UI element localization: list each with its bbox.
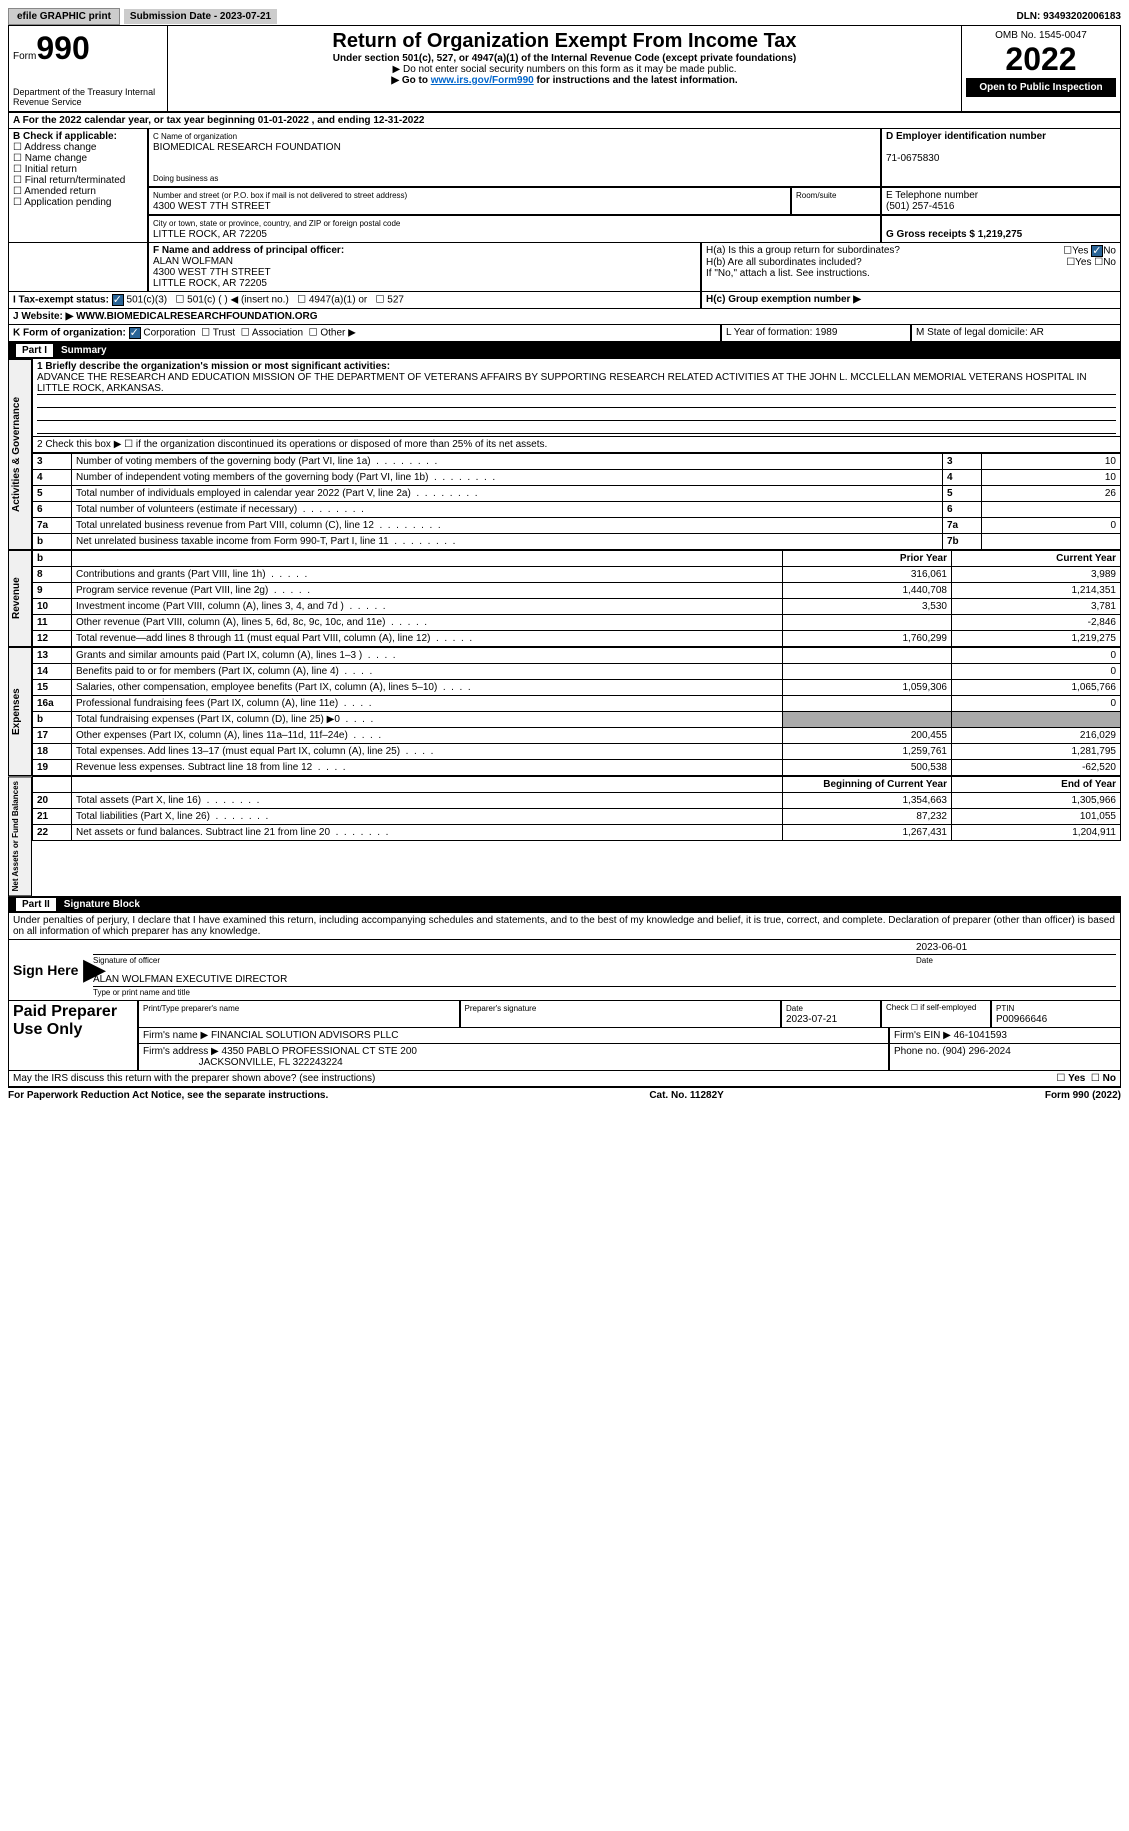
officer-street: 4300 WEST 7TH STREET — [153, 267, 271, 278]
firm-name: FINANCIAL SOLUTION ADVISORS PLLC — [211, 1030, 398, 1041]
box-b-label: B Check if applicable: — [13, 131, 117, 142]
dept-label: Department of the Treasury Internal Reve… — [13, 87, 163, 107]
vlabel-netassets: Net Assets or Fund Balances — [8, 776, 32, 896]
street-value: 4300 WEST 7TH STREET — [153, 201, 271, 212]
subtitle: Under section 501(c), 527, or 4947(a)(1)… — [172, 53, 957, 64]
q1-label: 1 Briefly describe the organization's mi… — [37, 361, 390, 372]
q1-text: ADVANCE THE RESEARCH AND EDUCATION MISSI… — [37, 372, 1116, 395]
vlabel-activities: Activities & Governance — [8, 359, 32, 550]
efile-button[interactable]: efile GRAPHIC print — [8, 8, 120, 25]
period-line: A For the 2022 calendar year, or tax yea… — [8, 113, 1121, 129]
declaration: Under penalties of perjury, I declare th… — [8, 913, 1121, 940]
officer-name: ALAN WOLFMAN — [153, 256, 233, 267]
h-b-answer[interactable]: ☐Yes ☐No — [1066, 257, 1116, 268]
q2-text: 2 Check this box ▶ ☐ if the organization… — [32, 437, 1121, 453]
footer: For Paperwork Reduction Act Notice, see … — [8, 1087, 1121, 1101]
activities-table: 3Number of voting members of the governi… — [32, 453, 1121, 550]
top-bar: efile GRAPHIC print Submission Date - 20… — [8, 8, 1121, 25]
name-label: C Name of organization — [153, 132, 237, 141]
opt-corporation[interactable] — [129, 327, 141, 339]
inspection-label: Open to Public Inspection — [966, 78, 1116, 97]
opt-initial-return[interactable]: ☐ Initial return — [13, 164, 77, 175]
check-self-employed[interactable]: Check ☐ if self-employed — [881, 1001, 991, 1028]
opt-final-return[interactable]: ☐ Final return/terminated — [13, 175, 125, 186]
dln: DLN: 93493202006183 — [1016, 11, 1121, 22]
part2-header: Part II Signature Block — [8, 896, 1121, 913]
phone-label: E Telephone number — [886, 190, 978, 201]
note2: ▶ Go to www.irs.gov/Form990 for instruct… — [172, 75, 957, 86]
print-name: ALAN WOLFMAN EXECUTIVE DIRECTOR — [93, 974, 1116, 987]
state-domicile: M State of legal domicile: AR — [911, 325, 1121, 342]
city-label: City or town, state or province, country… — [153, 219, 400, 228]
discuss-answer[interactable]: ☐ Yes ☐ No — [1056, 1073, 1116, 1084]
dba-label: Doing business as — [153, 174, 218, 183]
main-title: Return of Organization Exempt From Incom… — [172, 30, 957, 53]
h-a: H(a) Is this a group return for subordin… — [706, 245, 900, 257]
revenue-table: b Prior Year Current Year 8Contributions… — [32, 550, 1121, 647]
firm-phone: Phone no. (904) 296-2024 — [889, 1044, 1121, 1071]
paid-preparer-label: Paid Preparer Use Only — [8, 1001, 138, 1071]
form-header: Form990 Department of the Treasury Inter… — [8, 25, 1121, 113]
submission-date: Submission Date - 2023-07-21 — [124, 9, 277, 24]
h-b: H(b) Are all subordinates included? — [706, 257, 862, 268]
form-org-label: K Form of organization: — [13, 328, 126, 339]
opt-amended-return[interactable]: ☐ Amended return — [13, 186, 96, 197]
phone-value: (501) 257-4516 — [886, 201, 954, 212]
h-b-note: If "No," attach a list. See instructions… — [706, 268, 1116, 279]
sign-here-label: Sign Here — [13, 942, 83, 998]
city-value: LITTLE ROCK, AR 72205 — [153, 229, 267, 240]
firm-ein: Firm's EIN ▶ 46-1041593 — [889, 1028, 1121, 1044]
part1-header: Part I Summary — [8, 342, 1121, 359]
tax-year: 2022 — [966, 41, 1116, 78]
form-label: Form — [13, 51, 36, 62]
vlabel-expenses: Expenses — [8, 647, 32, 776]
netassets-table: Beginning of Current Year End of Year 20… — [32, 776, 1121, 841]
opt-name-change[interactable]: ☐ Name change — [13, 153, 87, 164]
ein-label: D Employer identification number — [886, 131, 1046, 142]
h-a-answer[interactable]: ☐Yes No — [1063, 245, 1116, 257]
opt-501c3[interactable] — [112, 294, 124, 306]
opt-application-pending[interactable]: ☐ Application pending — [13, 197, 112, 208]
year-formation: L Year of formation: 1989 — [721, 325, 911, 342]
note1: ▶ Do not enter social security numbers o… — [172, 64, 957, 75]
h-c: H(c) Group exemption number ▶ — [706, 294, 861, 305]
room-label: Room/suite — [796, 191, 836, 200]
website-label: J Website: ▶ WWW.BIOMEDICALRESEARCHFOUND… — [13, 311, 318, 322]
officer-label: F Name and address of principal officer: — [153, 245, 344, 256]
ein-value: 71-0675830 — [886, 153, 939, 164]
org-name: BIOMEDICAL RESEARCH FOUNDATION — [153, 142, 341, 153]
tax-status-label: I Tax-exempt status: — [13, 295, 109, 306]
irs-link[interactable]: www.irs.gov/Form990 — [431, 75, 534, 86]
street-label: Number and street (or P.O. box if mail i… — [153, 191, 407, 200]
expenses-table: 13Grants and similar amounts paid (Part … — [32, 647, 1121, 776]
officer-city: LITTLE ROCK, AR 72205 — [153, 278, 267, 289]
discuss-label: May the IRS discuss this return with the… — [13, 1073, 375, 1084]
omb: OMB No. 1545-0047 — [966, 30, 1116, 41]
gross-receipts: G Gross receipts $ 1,219,275 — [886, 229, 1022, 240]
opt-address-change[interactable]: ☐ Address change — [13, 142, 96, 153]
form-number: 990 — [36, 30, 89, 66]
vlabel-revenue: Revenue — [8, 550, 32, 647]
